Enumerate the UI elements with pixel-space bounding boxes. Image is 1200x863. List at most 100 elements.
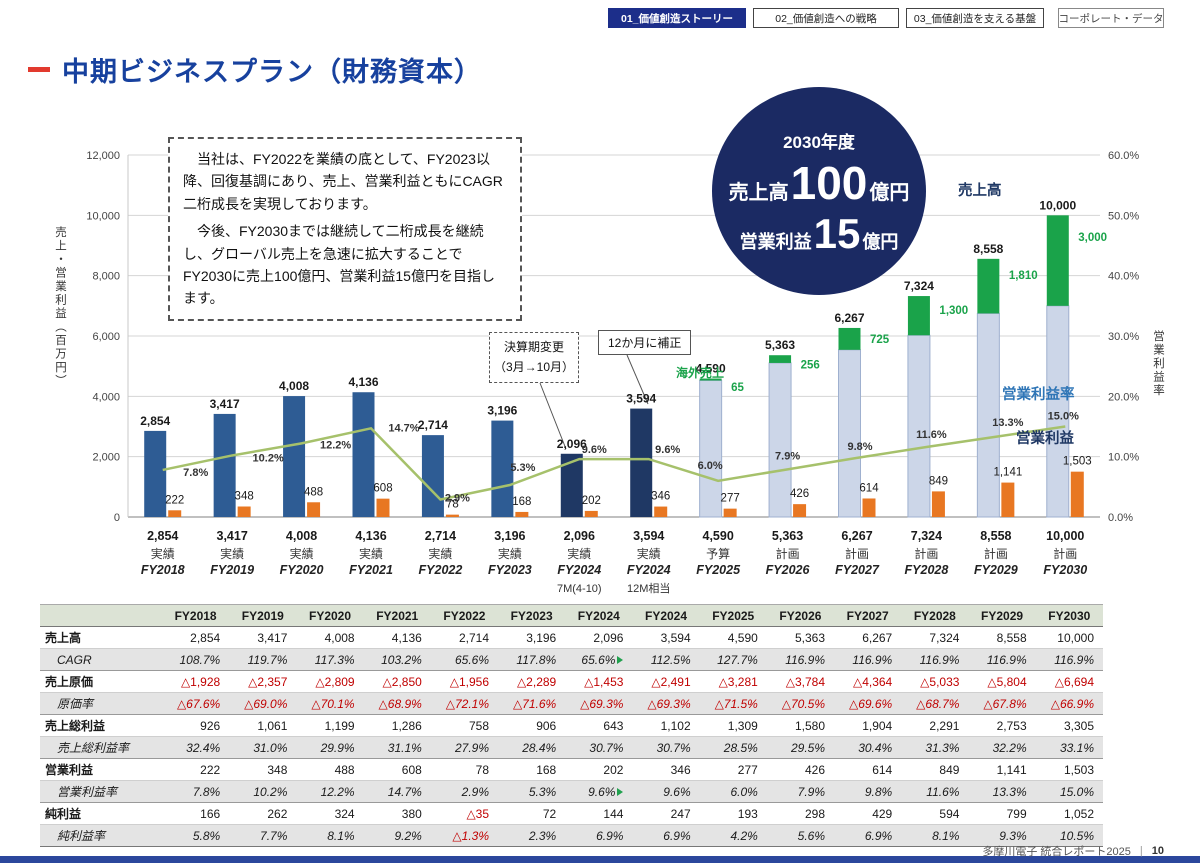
table-cell: 65.6% xyxy=(565,648,633,671)
table-cell: 116.9% xyxy=(968,648,1036,671)
table-cell: 1,309 xyxy=(699,714,767,737)
revenue-value-label: 4,008 xyxy=(279,379,309,393)
category-fy: FY2024 xyxy=(557,563,601,577)
op-profit-bar xyxy=(237,506,251,517)
bottom-accent-bar xyxy=(0,856,1200,863)
category-status: 実績 xyxy=(359,546,383,561)
table-cell: △68.9% xyxy=(363,692,431,715)
op-margin-label: 14.7% xyxy=(388,422,419,434)
table-cell: 426 xyxy=(766,758,835,781)
table-cell: 108.7% xyxy=(162,648,230,671)
category-note: 12M相当 xyxy=(627,581,670,595)
table-cell: 324 xyxy=(296,802,364,825)
category-value: 4,008 xyxy=(286,529,317,543)
page-title: 中期ビジネスプラン（財務資本） xyxy=(62,57,482,87)
category-status: 実績 xyxy=(637,546,661,561)
intro-paragraph-1: 当社は、FY2022を業績の底として、FY2023以降、回復基調にあり、売上、営… xyxy=(183,151,503,212)
table-cell: 3,594 xyxy=(632,626,700,649)
revenue-bar xyxy=(699,379,723,518)
overseas-value-label: 3,000 xyxy=(1078,232,1107,244)
op-profit-bar xyxy=(1001,482,1015,517)
overseas-value-label: 725 xyxy=(870,334,890,346)
table-cell: 2,753 xyxy=(968,714,1036,737)
op-profit-bar xyxy=(307,502,321,517)
revenue-bar xyxy=(560,453,583,517)
table-cell: △70.1% xyxy=(296,692,364,715)
right-axis-title: 営業利益率 xyxy=(1152,330,1164,398)
table-cell: △69.6% xyxy=(834,692,902,715)
table-cell: 5,363 xyxy=(766,626,835,649)
revenue-value-label: 6,267 xyxy=(834,311,864,325)
category-fy: FY2027 xyxy=(835,563,880,577)
op-profit-bar xyxy=(445,514,459,517)
op-profit-bar xyxy=(862,498,876,517)
tab-value-creation-strategy[interactable]: 02_価値創造への戦略 xyxy=(753,8,899,28)
op-profit-bar xyxy=(793,504,807,517)
callout-line-2: （3月→10月） xyxy=(493,360,575,375)
table-header-cell: FY2024 xyxy=(565,604,633,627)
table-header-cell: FY2019 xyxy=(229,604,297,627)
op-profit-value-label: 222 xyxy=(165,494,184,506)
row-label: 売上高 xyxy=(40,626,162,649)
table-cell: 32.4% xyxy=(162,736,230,759)
op-profit-bar xyxy=(931,491,945,517)
table-cell: 117.8% xyxy=(498,648,566,671)
op-profit-bar xyxy=(376,498,390,517)
table-cell: 5.3% xyxy=(498,780,566,803)
table-row: 売上原価 △1,928 △2,357 △2,809 △2,850 △1,956 △2,289… xyxy=(40,670,1103,693)
table-cell: 31.3% xyxy=(901,736,969,759)
table-header-cell: FY2024 xyxy=(632,604,700,627)
category-status: 計画 xyxy=(1053,546,1077,561)
category-status: 実績 xyxy=(151,546,175,561)
table-cell: 298 xyxy=(766,802,835,825)
table-cell: △67.6% xyxy=(162,692,230,715)
category-fy: FY2025 xyxy=(696,563,741,577)
table-cell: 906 xyxy=(498,714,566,737)
table-cell: △69.3% xyxy=(565,692,633,715)
op-margin-label: 15.0% xyxy=(1048,411,1079,423)
table-cell: 10,000 xyxy=(1035,626,1103,649)
category-value: 2,854 xyxy=(147,529,178,543)
op-margin-label: 2.9% xyxy=(445,493,470,505)
intro-textbox: 当社は、FY2022を業績の底として、FY2023以降、回復基調にあり、売上、営… xyxy=(168,137,522,321)
table-cell: 348 xyxy=(229,758,297,781)
table-cell: 1,580 xyxy=(766,714,835,737)
revenue-bar xyxy=(491,420,514,517)
green-flag-icon xyxy=(617,787,624,796)
page-number: 10 xyxy=(1151,845,1164,857)
tab-corporate-data[interactable]: コーポレート・データ xyxy=(1058,8,1164,28)
category-fy: FY2019 xyxy=(210,563,254,577)
table-cell: 29.9% xyxy=(296,736,364,759)
table-cell: 168 xyxy=(498,758,566,781)
row-label: 売上総利益 xyxy=(40,714,162,737)
table-cell: 1,904 xyxy=(834,714,902,737)
table-cell: 10.2% xyxy=(229,780,297,803)
table-cell: 30.4% xyxy=(834,736,902,759)
table-cell: 112.5% xyxy=(632,648,700,671)
revenue-value-label: 2,714 xyxy=(418,418,448,432)
table-header-cell: FY2021 xyxy=(363,604,431,627)
table-header-cell: FY2029 xyxy=(968,604,1036,627)
legend-op-profit: 営業利益 xyxy=(1016,431,1074,447)
tab-value-creation-story[interactable]: 01_価値創造ストーリー xyxy=(608,8,746,28)
category-fy: FY2018 xyxy=(141,563,185,577)
table-cell: 5.6% xyxy=(766,824,835,847)
revenue-bar xyxy=(1046,305,1070,518)
table-cell: 7.8% xyxy=(162,780,230,803)
row-label: CAGR xyxy=(40,648,162,671)
fy2030-target-badge: 2030年度 売上高 100 億円 営業利益 15 億円 xyxy=(712,87,926,295)
table-cell: 72 xyxy=(498,802,566,825)
table-cell: 32.2% xyxy=(968,736,1036,759)
op-profit-value-label: 346 xyxy=(651,491,670,503)
table-cell: 4,590 xyxy=(699,626,767,649)
row-label: 原価率 xyxy=(40,692,162,715)
tab-value-creation-foundation[interactable]: 03_価値創造を支える基盤 xyxy=(906,8,1044,28)
footer-report-name: 多摩川電子 統合レポート2025 xyxy=(982,846,1131,858)
table-cell: 116.9% xyxy=(834,648,902,671)
badge-profit-value: 15 xyxy=(813,209,861,257)
table-cell: 9.3% xyxy=(968,824,1036,847)
row-label: 営業利益率 xyxy=(40,780,162,803)
badge-profit-label: 営業利益 xyxy=(739,231,812,252)
table-cell: 4,008 xyxy=(296,626,364,649)
revenue-value-label: 2,096 xyxy=(557,437,587,451)
